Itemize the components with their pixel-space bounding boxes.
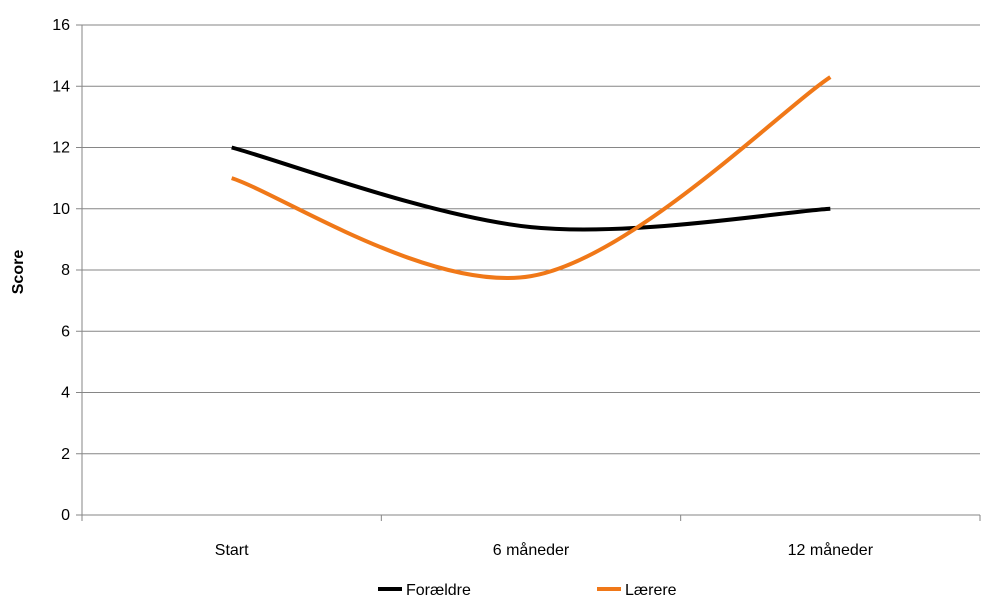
y-tick-label: 4 — [61, 385, 70, 402]
y-tick-label: 16 — [52, 17, 70, 34]
y-tick-label: 6 — [61, 323, 70, 340]
y-tick-label: 12 — [52, 140, 70, 157]
x-tick-label: Start — [215, 542, 249, 559]
y-tick-label: 10 — [52, 201, 70, 218]
legend-label: Lærere — [625, 582, 677, 599]
y-tick-label: 0 — [61, 507, 70, 524]
tick-labels: 0 2 4 6 8 10 12 14 16 Start 6 måneder 12 måneder — [52, 17, 873, 559]
axes — [76, 24, 981, 521]
legend-label: Forældre — [406, 582, 471, 599]
x-tick-label: 12 måneder — [788, 541, 874, 559]
y-tick-label: 2 — [61, 446, 70, 463]
legend: Forældre Lærere — [378, 582, 677, 599]
series-line-1 — [231, 145, 831, 232]
y-tick-label: 14 — [52, 78, 70, 95]
x-tick-label: 6 måneder — [493, 541, 570, 559]
y-axis-title: Score — [10, 250, 27, 295]
series-line-2 — [231, 75, 832, 280]
y-tick-label: 8 — [61, 262, 70, 279]
grid-lines — [82, 24, 980, 455]
series-lines — [231, 75, 832, 280]
